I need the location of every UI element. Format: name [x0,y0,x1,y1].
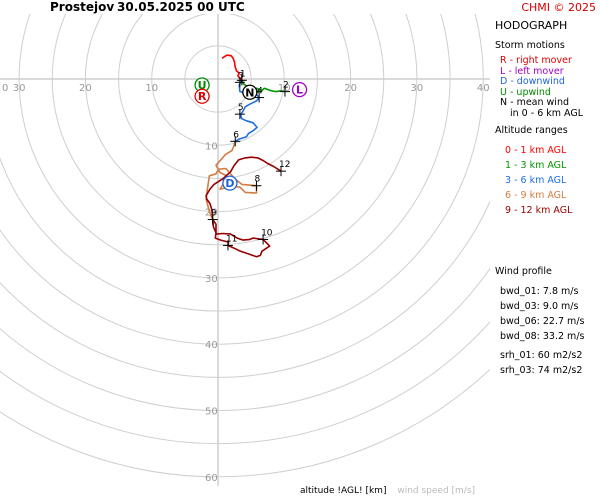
legend-title: HODOGRAPH [495,19,568,32]
altitude-range-entry: 1 - 3 km AGL [505,160,567,171]
ring-label: 10 [205,141,218,152]
wind-profile-entry: bwd_06: 22.7 m/s [500,316,585,327]
height-marker: 3 [234,71,245,88]
storm-motion-marker: N [242,84,258,100]
storm-motion-marker: D [222,175,238,191]
ring-label: 20 [205,208,218,219]
ring-label: 10 [145,83,158,94]
height-label: 2 [283,81,289,91]
height-marker: 11 [222,234,237,251]
height-marker: 8 [251,175,262,191]
range-ring [18,14,418,279]
storm-motion-label: U [198,79,207,92]
height-label: 6 [233,130,239,140]
height-marker: 4 [254,87,265,103]
copyright-credit: CHMI © 2025 [521,1,596,14]
hodograph-segment [205,141,258,220]
storm-motion-entry: N - mean wind [500,97,569,108]
storm-motion-label: L [296,84,303,97]
ring-label: 40 [205,340,218,351]
height-label: 3 [238,71,244,81]
range-ring [0,368,490,478]
ring-label: 0 [2,83,8,94]
storm-motion-marker: R [194,88,210,104]
range-ring [51,14,385,246]
ring-label: 50 [205,407,218,418]
altitude-unit-label: altitude !AGL! [km] [300,486,387,496]
storm-motion-label: R [198,90,207,103]
forecast-datetime: 30.05.2025 00 UTC [117,0,245,14]
altitude-range-entry: 6 - 9 km AGL [505,190,567,201]
height-marker: 6 [230,130,241,147]
range-ring [184,45,252,113]
altitude-range-entry: 3 - 6 km AGL [505,175,567,186]
ring-label: 10 [278,83,291,94]
range-ring [118,14,318,179]
hodograph-segment [221,54,243,81]
range-ring [151,14,285,146]
ring-label: 20 [344,83,357,94]
helicity-entry: srh_03: 74 m2/s2 [500,365,583,376]
storm-motion-circle [222,175,238,191]
height-label: 9 [211,209,217,219]
legend-panel: HODOGRAPH Storm motions R - right mover L -… [490,0,600,500]
storm-motion-entry: in 0 - 6 km AGL [510,107,584,119]
storm-motion-entry: R - right mover [500,55,572,66]
height-marker: 5 [234,103,245,120]
height-marker: 1 [236,69,247,86]
wind-profile-entry: bwd_03: 9.0 m/s [500,301,579,312]
storm-motion-circle [291,81,308,98]
range-ring [0,320,490,445]
height-marker: 10 [258,228,273,245]
ring-label: 30 [411,83,424,94]
hodograph-segment [205,156,282,258]
altitude-range-entry: 0 - 1 km AGL [505,145,567,156]
height-label: 10 [261,228,273,238]
wind-profile-entry: bwd_08: 33.2 m/s [500,331,585,342]
wind-profile-title: Wind profile [495,266,552,277]
storm-motion-circle [242,84,258,100]
hodograph-plot: 010101020202030303040404050506060 123456… [0,14,490,486]
height-label: 4 [257,87,263,97]
storm-motion-entry: D - downwind [500,76,565,87]
range-ring [0,267,490,411]
axis-footer: altitude !AGL! [km] wind speed [m/s] [300,486,475,496]
storm-motion-entry: U - upwind [500,86,551,98]
height-label: 1 [240,69,246,79]
storm-motion-circle [194,88,210,104]
height-label: 12 [279,160,290,170]
altitude-range-entry: 9 - 12 km AGL [505,205,573,216]
range-ring [0,200,490,378]
height-label: 11 [226,234,237,244]
speed-unit-label: wind speed [m/s] [397,486,476,496]
storm-motions-title: Storm motions [495,40,565,51]
range-ring [0,14,484,345]
ring-label: 20 [79,83,92,94]
station-name: Prostejov [50,0,115,14]
range-ring [84,14,352,213]
height-marker: 9 [207,209,218,225]
height-label: 8 [254,175,260,185]
height-marker: 2 [279,81,290,97]
ring-label: 30 [205,274,218,285]
range-ring [0,14,451,312]
ring-label: 40 [477,83,490,94]
storm-motion-marker: L [291,81,308,98]
wind-profile-entry: bwd_01: 7.8 m/s [500,286,579,297]
height-marker: 12 [275,160,290,177]
storm-motion-entry: L - left mover [500,65,564,77]
helicity-entry: srh_01: 60 m2/s2 [500,350,583,361]
height-label: 5 [238,103,244,113]
storm-motion-label: N [245,86,254,99]
storm-motion-label: D [225,177,234,190]
ring-label: 30 [13,83,26,94]
altitude-ranges-title: Altitude ranges [495,125,568,136]
ring-label: 60 [205,473,218,484]
